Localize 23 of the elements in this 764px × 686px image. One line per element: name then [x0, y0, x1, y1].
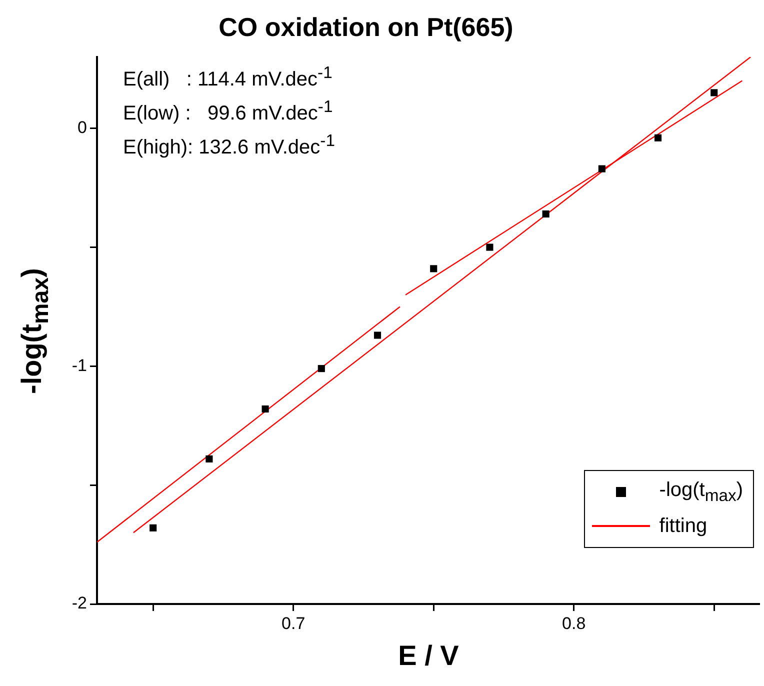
annotation: E(low) : 99.6 mV.dec$^{-1}$: [123, 97, 333, 126]
point: [486, 244, 494, 251]
annotation: E(high): 132.6 mV.dec$^{-1}$: [123, 131, 335, 160]
point: [262, 405, 269, 413]
point: [598, 165, 606, 172]
legend-label: -log(t$_{max}$): [659, 478, 743, 506]
point: [374, 332, 382, 339]
point: [150, 524, 157, 532]
annotation: E(all) : 114.4 mV.dec$^{-1}$: [123, 63, 332, 92]
chart-title: CO oxidation on Pt(665): [218, 12, 514, 43]
point: [206, 455, 213, 462]
point: [542, 210, 550, 218]
x-tick-label: 0.7: [282, 614, 306, 633]
legend-label: fitting: [659, 514, 708, 538]
x-axis-title: E / V: [397, 640, 460, 672]
point: [654, 134, 662, 142]
point: [430, 265, 438, 272]
y-tick-label: -1: [72, 356, 87, 375]
x-tick-label: 0.8: [562, 614, 586, 633]
point: [710, 89, 718, 96]
y-tick-label: -2: [72, 594, 87, 613]
y-tick-label: 0: [78, 118, 87, 138]
point: [318, 365, 325, 372]
